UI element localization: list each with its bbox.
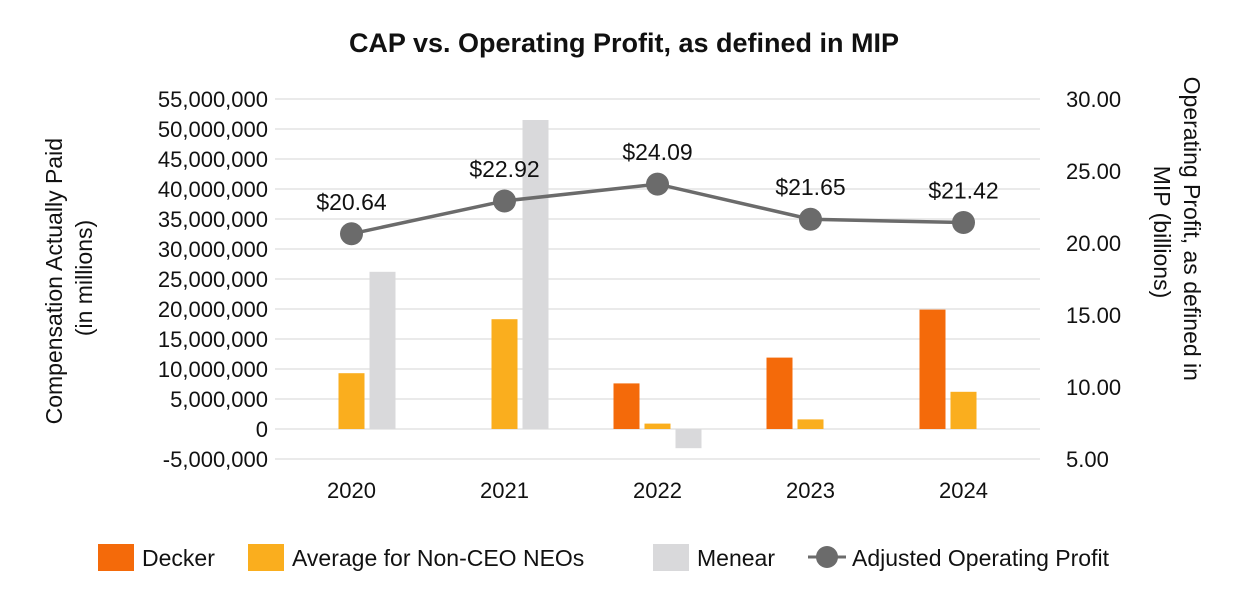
y2-tick-label: 15.00 [1066,303,1121,328]
legend-label-non-ceo-neos: Average for Non-CEO NEOs [292,545,584,571]
x-tick-label: 2021 [480,478,529,503]
gridlines [275,98,1040,460]
operating-profit-point-2021 [493,189,516,213]
bar-average-for-non-ceo-neos-2021 [491,319,518,429]
y-tick-label: 50,000,000 [158,117,268,142]
operating-profit-label-2022: $24.09 [622,139,692,165]
y2-axis-title-line-2: MIP (billions) [1149,166,1175,299]
x-tick-label: 2023 [786,478,835,503]
y2-axis-title: Operating Profit, as defined in MIP (bil… [1149,77,1205,388]
operating-profit-line [340,172,975,246]
y2-tick-label: 10.00 [1066,375,1121,400]
y2-tick-label: 25.00 [1066,159,1121,184]
operating-profit-label-2024: $21.42 [928,178,998,204]
operating-profit-label-2021: $22.92 [469,156,539,182]
y-tick-label: 40,000,000 [158,177,268,202]
y-tick-label: 45,000,000 [158,147,268,172]
operating-profit-label-2023: $21.65 [775,174,845,200]
bar-average-for-non-ceo-neos-2023 [797,419,824,429]
x-tick-label: 2020 [327,478,376,503]
y-tick-label: 30,000,000 [158,237,268,262]
bar-average-for-non-ceo-neos-2022 [644,423,671,429]
y2-tick-label: 20.00 [1066,231,1121,256]
y-tick-label: 15,000,000 [158,327,268,352]
bar-menear-2022 [675,429,702,449]
operating-profit-point-2024 [952,211,975,235]
y-tick-label: 10,000,000 [158,357,268,382]
bar-decker-2022 [613,383,640,429]
y-tick-label: 0 [256,417,268,442]
x-axis-ticks: 2020 2021 2022 2023 2024 [327,478,988,503]
legend-swatch-non-ceo-neos [248,544,284,571]
y-axis-title-line-2: (in millions) [71,220,97,336]
legend-label-decker: Decker [142,545,215,571]
operating-profit-label-2020: $20.64 [316,189,387,215]
y2-axis-title-line-1: Operating Profit, as defined in [1179,77,1205,381]
y2-tick-label: 5.00 [1066,447,1109,472]
bar-average-for-non-ceo-neos-2020 [338,373,365,429]
legend-marker-operating-profit [816,546,838,568]
x-tick-label: 2024 [939,478,988,503]
x-tick-label: 2022 [633,478,682,503]
y-axis-title: Compensation Actually Paid (in millions) [41,132,97,425]
right-axis-ticks: 5.00 10.00 15.00 20.00 25.00 30.00 [1066,87,1121,472]
y-tick-label: 20,000,000 [158,297,268,322]
bar-menear-2021 [522,120,549,429]
data-labels: $20.64 $22.92 $24.09 $21.65 $21.42 [316,139,998,215]
legend-swatch-decker [98,544,134,571]
operating-profit-point-2022 [646,172,669,196]
y-tick-label: 5,000,000 [170,387,268,412]
bar-decker-2023 [766,357,793,429]
y-tick-label: 35,000,000 [158,207,268,232]
y-tick-label: 25,000,000 [158,267,268,292]
chart-title: CAP vs. Operating Profit, as defined in … [349,28,899,58]
y-tick-label: 55,000,000 [158,87,268,112]
left-axis-ticks: -5,000,000 0 5,000,000 10,000,000 15,000,000… [158,87,268,472]
operating-profit-point-2020 [340,222,363,246]
bar-menear-2020 [369,271,396,429]
bar-decker-2024 [919,309,946,429]
legend-label-menear: Menear [697,545,775,571]
bar-average-for-non-ceo-neos-2024 [950,391,977,429]
y2-tick-label: 30.00 [1066,87,1121,112]
operating-profit-point-2023 [799,207,822,231]
y-axis-title-line-1: Compensation Actually Paid [41,138,67,424]
y-tick-label: -5,000,000 [163,447,268,472]
legend-swatch-menear [653,544,689,571]
legend: Decker Average for Non-CEO NEOs Menear A… [98,544,1110,571]
legend-label-operating-profit: Adjusted Operating Profit [852,545,1110,571]
bars [338,120,977,449]
